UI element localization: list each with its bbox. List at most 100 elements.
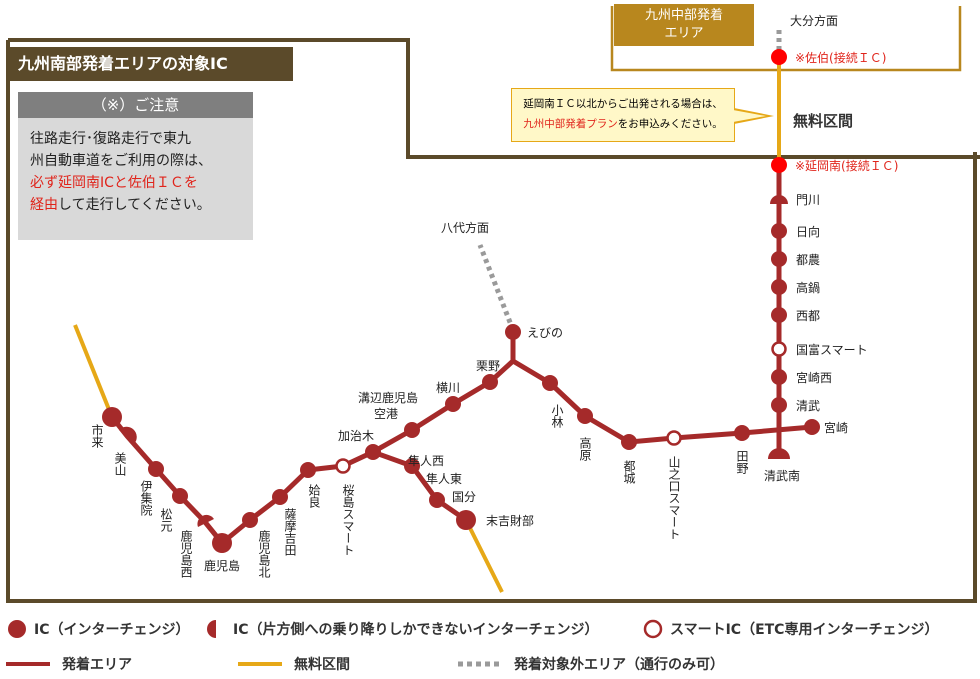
ic-marker-kagoshima (212, 533, 232, 553)
label-sueyoshi: 末吉財部 (486, 513, 534, 528)
ic-marker-takaharu (577, 408, 593, 424)
callout-text: をお申込みください。 (617, 118, 723, 130)
ic-marker-matsumoto (172, 488, 188, 504)
ic-marker-saiki (771, 49, 787, 65)
legend: IC（インターチェンジ） IC（片方側への乗り降りしかできないインターチェンジ）… (0, 604, 980, 679)
ic-marker-mizobe (404, 422, 420, 438)
label-miyazaki: 宮崎 (824, 420, 848, 435)
ic-marker-tano (734, 425, 750, 441)
outside-line-yatsushiro (477, 244, 516, 331)
area-frame-top (8, 38, 980, 159)
label-takanabe: 高鍋 (796, 280, 820, 295)
label-kagoshima: 鹿児島 (204, 558, 240, 573)
half-ic-marker-kadogawa (770, 195, 788, 204)
label-saiki: ※佐伯(接続ＩＣ) (795, 50, 886, 65)
ic-marker-satsumayoshida (272, 489, 288, 505)
ic-marker-sueyoshi (456, 510, 476, 530)
half-ic-icon (207, 620, 216, 638)
ic-marker-miyazaki (804, 419, 820, 435)
free-section-label: 無料区間 (793, 112, 854, 130)
label-yokogawa: 横川 (436, 381, 460, 395)
label-miyakonojo: 都城 (622, 460, 636, 485)
half-ic-marker-kiyotakeminami (768, 448, 790, 459)
label-kobayashi: 小林 (550, 404, 564, 428)
callout-box: 延岡南ＩＣ以北からご出発される場合は、 九州中部発着プランをお申込みください。 (511, 88, 735, 142)
notice-red-text: 経由 (30, 197, 58, 213)
ic-marker-ijuin (148, 461, 164, 477)
central-area-label: 九州中部発着 エリア (614, 4, 754, 46)
label-kadogawa: 門川 (796, 193, 820, 207)
ic-marker-kiyotake (771, 397, 787, 413)
label-kagoshimakita: 鹿児島北 (257, 529, 271, 579)
ic-marker-yokogawa (445, 396, 461, 412)
label-mizobe: 溝辺鹿児島 (358, 390, 418, 405)
label-kiyotake: 清武 (796, 399, 820, 413)
label-kagoshimanishi: 鹿児島西 (179, 529, 193, 578)
label-saito: 西都 (796, 309, 820, 323)
free-line-icon (238, 662, 282, 666)
notice-heading: （※）ご注意 (18, 92, 253, 118)
label-nobeokaminami: ※延岡南(接続ＩＣ) (795, 158, 898, 173)
ic-marker-hayatonishi (404, 458, 420, 474)
label-takaharu: 高原 (578, 436, 592, 461)
ic-marker-tsuno (771, 251, 787, 267)
label-mizobe-2: 空港 (374, 407, 398, 421)
label-satsumayoshida: 薩摩吉田 (283, 508, 297, 556)
ic-marker-takanabe (771, 279, 787, 295)
area-frame (6, 40, 977, 603)
ic-icon (8, 620, 26, 638)
central-area-line: エリア (664, 26, 704, 41)
label-ichiki: 市来 (90, 423, 104, 448)
half-ic-marker-miyama (119, 426, 137, 444)
label-tano: 田野 (735, 450, 749, 474)
central-area-line: 九州中部発着 (644, 8, 723, 23)
label-hayatohigashi: 隼人東 (426, 471, 462, 486)
ic-marker-kajiki (365, 444, 381, 460)
legend-half-ic: IC（片方側への乗り降りしかできないインターチェンジ） (205, 618, 598, 640)
smart-ic-marker-sakurajima (335, 458, 351, 474)
notice-text: して走行してください。 (58, 197, 211, 213)
callout-line: 延岡南ＩＣ以北からご出発される場合は、 (523, 98, 723, 110)
label-sakurajima: 桜島スマート (341, 484, 355, 556)
smart-ic-marker-kunitomi (771, 341, 787, 357)
label-kurino: 栗野 (476, 359, 500, 373)
ic-marker-kobayashi (542, 375, 558, 391)
ic-marker-ichiki (102, 407, 122, 427)
legend-smart-ic-label: スマートIC（ETC専用インターチェンジ） (670, 622, 939, 638)
label-aira: 姶良 (307, 483, 321, 509)
free-line-ichiki (73, 324, 114, 418)
legend-half-ic-label: IC（片方側への乗り降りしかできないインターチェンジ） (233, 622, 599, 638)
central-area-frame (610, 6, 962, 72)
ic-marker-saito (771, 307, 787, 323)
ic-marker-kurino (482, 374, 498, 390)
ic-marker-ebino (505, 324, 521, 340)
notice-line: 経由して走行してください。 (30, 194, 241, 216)
legend-outside-line: 発着対象外エリア（通行のみ可） (458, 654, 724, 674)
route-hayato (372, 449, 468, 523)
ic-marker-miyakonojo (621, 434, 637, 450)
label-kajiki: 加治木 (338, 429, 374, 443)
legend-area-line-label: 発着エリア (62, 657, 132, 673)
map-title: 九州南部発着エリアの対象IC (8, 47, 293, 81)
label-kiyotakeminami: 清武南 (764, 468, 800, 483)
ic-marker-nobeokaminami (771, 157, 787, 173)
label-hayatonishi: 隼人西 (408, 453, 444, 468)
smart-ic-icon (643, 619, 663, 639)
legend-area-line: 発着エリア (6, 654, 132, 674)
callout-red-text: 九州中部発着プラン (523, 118, 618, 130)
outside-line-icon (458, 661, 502, 667)
callout-tail-inner (733, 110, 766, 122)
notice-body: 往路走行･復路走行で東九 州自動車道をご利用の際は、 必ず延岡南ICと佐伯ＩＣを… (18, 118, 253, 226)
ic-marker-aira (300, 462, 316, 478)
label-kokubu: 国分 (452, 490, 476, 504)
free-line-sueyoshi (464, 519, 504, 593)
legend-ic-label: IC（インターチェンジ） (34, 622, 190, 638)
ic-marker-miyazakinishi (771, 369, 787, 385)
ic-marker-kokubu (429, 492, 445, 508)
smart-ic-marker-yamanokuchi (666, 430, 682, 446)
label-miyazakinishi: 宮崎西 (796, 370, 832, 385)
notice-line: 州自動車道をご利用の際は、 (30, 153, 212, 169)
ic-marker-kagoshimakita (242, 512, 258, 528)
label-ebino: えびの (527, 326, 563, 340)
